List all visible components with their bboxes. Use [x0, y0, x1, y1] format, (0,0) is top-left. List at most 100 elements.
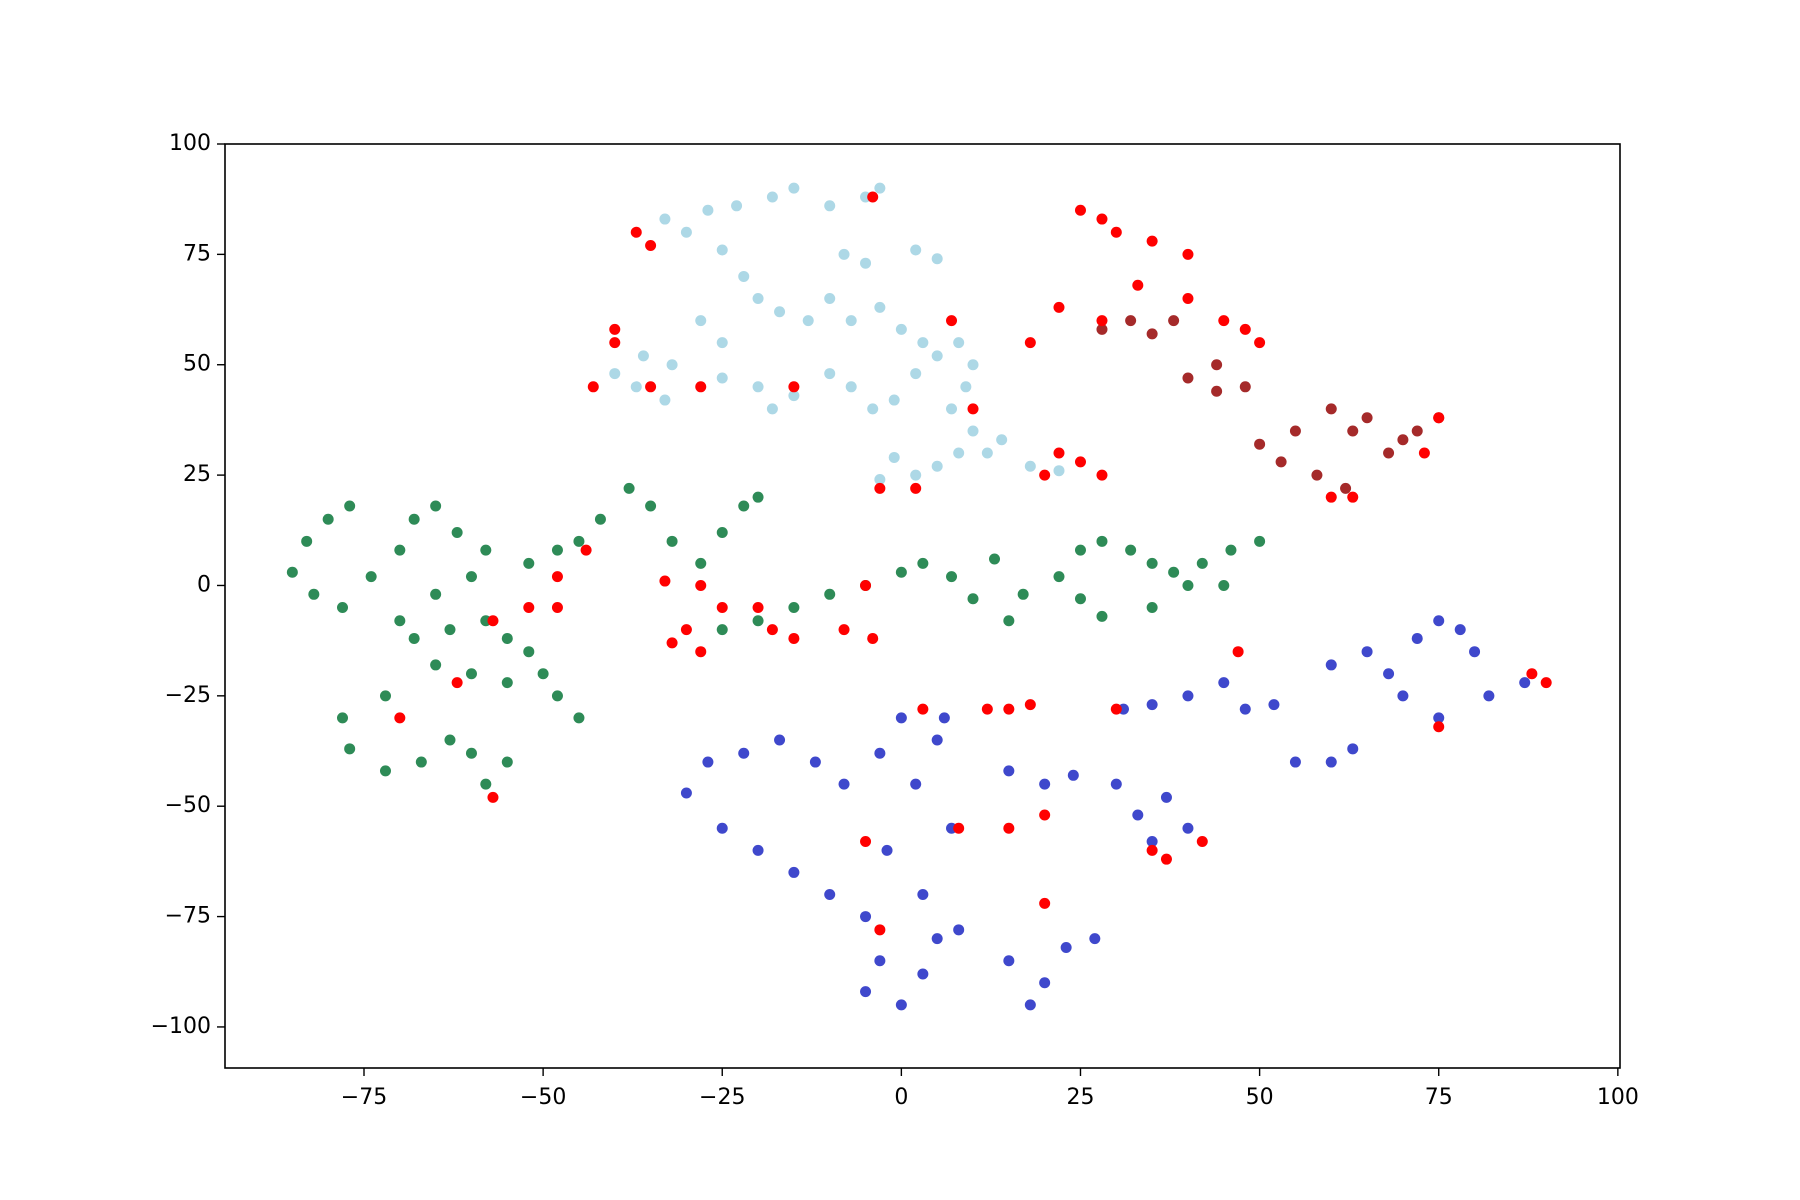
- scatter-point: [1053, 447, 1065, 459]
- scatter-point: [1110, 778, 1122, 790]
- scatter-point: [824, 368, 836, 380]
- scatter-point: [1024, 699, 1036, 711]
- scatter-point: [953, 924, 965, 936]
- scatter-point: [1168, 315, 1180, 327]
- x-tick-label: 100: [1597, 1085, 1639, 1110]
- scatter-point: [1160, 791, 1172, 803]
- scatter-point: [408, 513, 420, 525]
- scatter-point: [702, 756, 714, 768]
- scatter-point: [645, 240, 657, 252]
- scatter-point: [523, 646, 535, 658]
- scatter-point: [917, 337, 929, 349]
- scatter-point: [666, 535, 678, 547]
- scatter-point: [1218, 677, 1230, 689]
- y-tick-label: 75: [183, 241, 211, 266]
- scatter-point: [1483, 690, 1495, 702]
- scatter-point: [609, 368, 621, 380]
- scatter-point: [465, 668, 477, 680]
- scatter-point: [1074, 456, 1086, 468]
- scatter-point: [573, 712, 585, 724]
- scatter-point: [1411, 425, 1423, 437]
- scatter-point: [752, 602, 764, 614]
- scatter-point: [301, 535, 313, 547]
- scatter-point: [1003, 822, 1015, 834]
- scatter-point: [623, 482, 635, 494]
- x-tick-label: −75: [341, 1085, 387, 1110]
- scatter-point: [766, 624, 778, 636]
- scatter-point: [465, 747, 477, 759]
- scatter-point: [1039, 778, 1051, 790]
- y-tick-label: 0: [197, 572, 211, 597]
- scatter-point: [523, 602, 535, 614]
- scatter-point: [408, 632, 420, 644]
- scatter-point: [931, 734, 943, 746]
- x-tick-label: 25: [1066, 1085, 1094, 1110]
- scatter-point: [1433, 712, 1445, 724]
- scatter-point: [716, 244, 728, 256]
- scatter-point: [967, 359, 979, 371]
- scatter-point: [394, 544, 406, 556]
- scatter-point: [344, 500, 356, 512]
- scatter-point: [1132, 809, 1144, 821]
- scatter-point: [1182, 579, 1194, 591]
- scatter-point: [659, 213, 671, 225]
- scatter-point: [1096, 469, 1108, 481]
- scatter-point: [1325, 659, 1337, 671]
- y-tick-label: −25: [165, 683, 211, 708]
- scatter-point: [981, 447, 993, 459]
- scatter-point: [1411, 632, 1423, 644]
- scatter-point: [680, 787, 692, 799]
- scatter-point: [1182, 372, 1194, 384]
- scatter-point: [788, 182, 800, 194]
- scatter-point: [860, 836, 872, 848]
- x-tick-label: 0: [894, 1085, 908, 1110]
- scatter-point: [860, 911, 872, 923]
- scatter-point: [1182, 822, 1194, 834]
- scatter-point: [1239, 381, 1251, 393]
- scatter-point: [716, 822, 728, 834]
- scatter-point: [910, 244, 922, 256]
- scatter-point: [867, 403, 879, 415]
- scatter-point: [1361, 646, 1373, 658]
- scatter-point: [695, 381, 707, 393]
- scatter-point: [1003, 765, 1015, 777]
- scatter-point: [895, 712, 907, 724]
- scatter-point: [680, 226, 692, 238]
- scatter-point: [1060, 941, 1072, 953]
- scatter-point: [895, 999, 907, 1011]
- x-tick-label: −25: [699, 1085, 745, 1110]
- scatter-point: [630, 226, 642, 238]
- x-tick-label: 50: [1246, 1085, 1274, 1110]
- scatter-point: [1146, 328, 1158, 340]
- scatter-point: [981, 703, 993, 715]
- scatter-point: [430, 659, 442, 671]
- scatter-point: [1196, 557, 1208, 569]
- scatter-point: [766, 403, 778, 415]
- scatter-point: [1039, 809, 1051, 821]
- scatter-point: [1397, 690, 1409, 702]
- scatter-point: [874, 747, 886, 759]
- scatter-point: [645, 381, 657, 393]
- scatter-point: [1096, 315, 1108, 327]
- scatter-point: [824, 889, 836, 901]
- scatter-point: [1003, 955, 1015, 967]
- scatter-point: [1039, 469, 1051, 481]
- scatter-point: [1397, 434, 1409, 446]
- scatter-point: [344, 743, 356, 755]
- scatter-point: [738, 747, 750, 759]
- x-tick-label: −50: [520, 1085, 566, 1110]
- scatter-point: [609, 323, 621, 335]
- scatter-point: [1540, 677, 1552, 689]
- scatter-point: [867, 632, 879, 644]
- scatter-point: [731, 200, 743, 212]
- scatter-point: [1110, 226, 1122, 238]
- y-tick-label: 25: [183, 462, 211, 487]
- scatter-point: [1110, 703, 1122, 715]
- scatter-point: [838, 778, 850, 790]
- scatter-point: [1275, 456, 1287, 468]
- scatter-point: [695, 557, 707, 569]
- scatter-point: [1268, 699, 1280, 711]
